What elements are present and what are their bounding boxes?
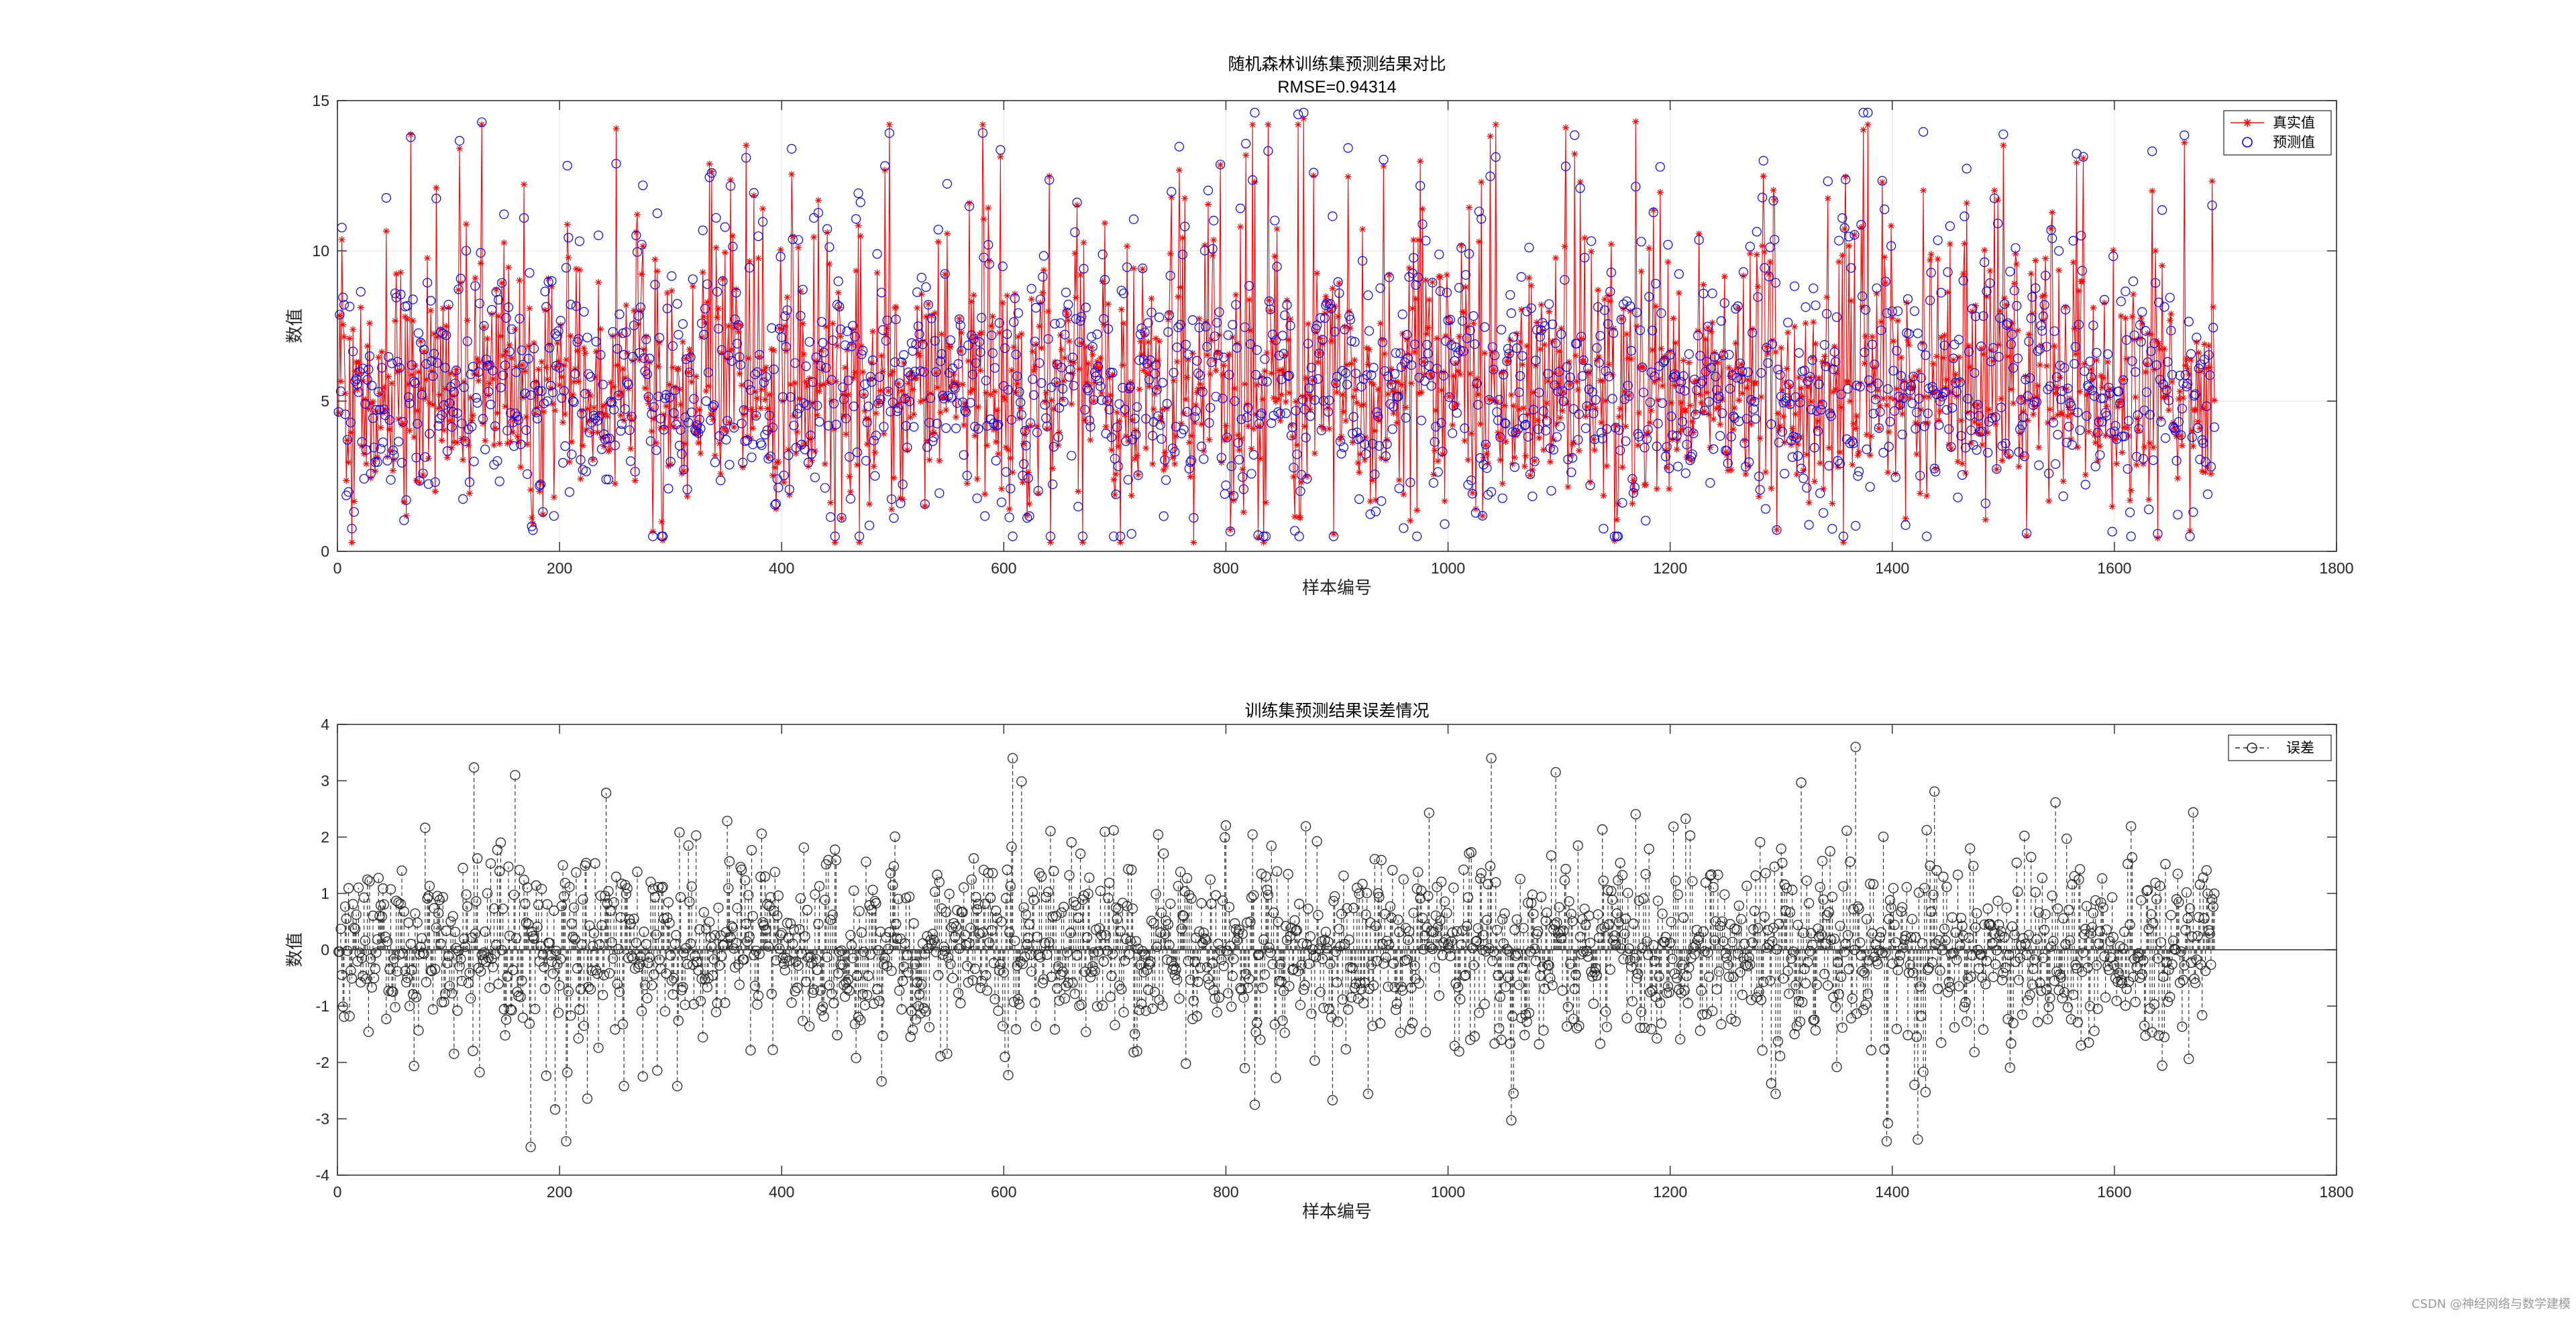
bottom-axes: 0 200 400 600 800 1000 1200 1400 1600 1800 -4 -3 -2 -… [285,701,2354,1222]
bottom-y-tick-label: -1 [316,997,329,1015]
bottom-y-tick-label: 4 [321,716,329,733]
bottom-y-tick-label: -3 [316,1110,329,1128]
top-y-tick-label: 10 [312,242,329,260]
top-ticks: 0 200 400 600 800 1000 1200 1400 1600 1800 0 5 10 15 [312,92,2353,577]
bottom-title: 训练集预测结果误差情况 [1244,701,1429,720]
top-x-tick-label: 200 [547,559,572,577]
top-x-tick-label: 1800 [2319,559,2353,577]
bottom-x-tick-label: 400 [769,1183,794,1201]
top-ylabel: 数值 [285,309,305,343]
top-x-tick-label: 1600 [2097,559,2131,577]
series-error-stems [338,747,2215,1147]
top-x-tick-label: 0 [333,559,342,577]
bottom-x-tick-label: 200 [547,1183,572,1201]
top-x-tick-label: 1200 [1653,559,1687,577]
bottom-y-tick-label: 0 [321,941,329,958]
bottom-y-tick-label: -4 [316,1166,330,1184]
bottom-y-tick-label: 3 [321,772,329,789]
top-xlabel: 样本编号 [1302,578,1372,598]
bottom-x-tick-label: 1800 [2319,1183,2353,1201]
bottom-x-tick-label: 800 [1213,1183,1238,1201]
legend-error-marker [2235,743,2269,753]
legend-error-label: 误差 [2286,740,2314,756]
legend-predicted-value-label: 预测值 [2273,134,2315,150]
top-x-tick-label: 1000 [1431,559,1465,577]
bottom-y-tick-label: -2 [316,1054,329,1071]
top-subtitle: RMSE=0.94314 [1277,78,1396,97]
legend-predicted-value-marker [2242,137,2253,148]
bottom-y-tick-label: 2 [321,828,329,846]
top-title: 随机森林训练集预测结果对比 [1228,54,1446,74]
error-stems [338,747,2215,1147]
error-markers [333,741,2220,1152]
bottom-ylabel: 数值 [285,932,305,967]
series-predicted-value [333,107,2220,541]
bottom-x-tick-label: 600 [991,1183,1016,1201]
top-x-tick-label: 400 [769,559,794,577]
bottom-x-tick-label: 1400 [1875,1183,1909,1201]
bottom-xlabel: 样本编号 [1302,1202,1372,1222]
watermark: CSDN @神经网络与数学建模 [2412,1297,2571,1311]
top-axes: 0 200 400 600 800 1000 1200 1400 1600 1800051015 … [285,54,2354,598]
bottom-x-tick-label: 1000 [1431,1183,1465,1201]
predicted-value-markers [333,107,2220,541]
bottom-ticks: 0 200 400 600 800 1000 1200 1400 1600 1800 -4 -3 -2 -… [316,716,2354,1201]
series-error-markers [333,741,2220,1152]
bottom-x-tick-label: 1200 [1653,1183,1687,1201]
top-x-tick-label: 800 [1213,559,1238,577]
top-legend: 真实值 预测值 [2223,110,2332,156]
top-x-tick-label: 1400 [1875,559,1909,577]
top-y-tick-label: 15 [312,92,329,109]
top-y-tick-label: 0 [321,543,329,560]
bottom-y-tick-label: 1 [321,885,329,902]
bottom-x-tick-label: 1600 [2097,1183,2131,1201]
legend-true-value-label: 真实值 [2273,115,2315,131]
bottom-legend: 误差 [2228,734,2332,761]
top-axes-box [337,100,2337,552]
true-value-line [338,118,2215,543]
top-y-tick-label: 5 [321,392,329,410]
top-x-tick-label: 600 [991,559,1016,577]
bottom-x-tick-label: 0 [333,1183,342,1201]
legend-true-value-marker [2231,119,2264,127]
